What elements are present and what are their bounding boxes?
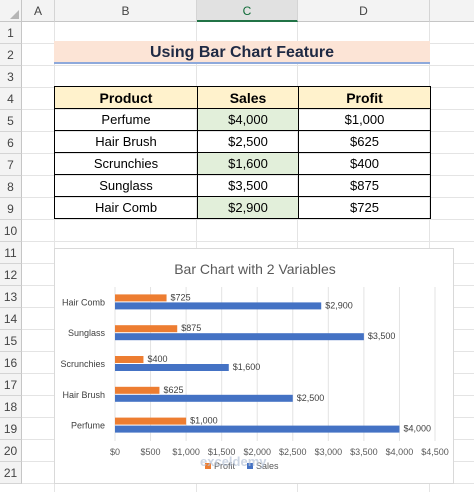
sales-cell[interactable]: $2,900 (197, 196, 299, 219)
row-header-8[interactable]: 8 (0, 176, 22, 198)
x-tick-label: $2,000 (243, 447, 271, 457)
row-header-17[interactable]: 17 (0, 374, 22, 396)
legend-entry: Sales (256, 461, 279, 471)
profit-cell[interactable]: $875 (298, 174, 431, 197)
row-header-19[interactable]: 19 (0, 418, 22, 440)
legend-swatch-sales (247, 463, 253, 469)
row-header-15[interactable]: 15 (0, 330, 22, 352)
data-label: $875 (181, 323, 201, 333)
x-tick-label: $4,500 (421, 447, 449, 457)
product-cell[interactable]: Perfume (54, 108, 198, 131)
table-row: Hair Brush $2,500 $625 (54, 130, 431, 153)
bar-profit-scrunchies (115, 356, 144, 363)
data-label: $400 (147, 354, 167, 364)
x-tick-label: $1,500 (208, 447, 236, 457)
grid-line-row (22, 65, 474, 66)
watermark-logo: exceldemy (200, 454, 267, 469)
row-header-1[interactable]: 1 (0, 22, 22, 44)
grid-line-row (22, 219, 474, 220)
bar-profit-hair-comb (115, 294, 167, 302)
data-label: $2,500 (297, 393, 325, 403)
x-tick-label: $3,000 (315, 447, 343, 457)
profit-cell[interactable]: $625 (298, 130, 431, 153)
data-label: $725 (171, 292, 191, 302)
table-row: Perfume $4,000 $1,000 (54, 108, 431, 131)
header-profit[interactable]: Profit (298, 86, 431, 109)
table-row: Scrunchies $1,600 $400 (54, 152, 431, 175)
header-sales[interactable]: Sales (197, 86, 299, 109)
x-tick-label: $500 (141, 447, 161, 457)
product-cell[interactable]: Sunglass (54, 174, 198, 197)
column-header-a[interactable]: A (22, 0, 55, 22)
sales-cell[interactable]: $4,000 (197, 108, 299, 131)
table-row: Sunglass $3,500 $875 (54, 174, 431, 197)
x-tick-label: $0 (110, 447, 120, 457)
data-label: $1,600 (233, 362, 261, 372)
row-header-12[interactable]: 12 (0, 264, 22, 286)
bar-chart[interactable]: Bar Chart with 2 Variables $0 $500 $1,000 $… (54, 248, 454, 484)
column-header-b[interactable]: B (55, 0, 197, 22)
profit-cell[interactable]: $1,000 (298, 108, 431, 131)
bar-sales-perfume (115, 425, 400, 433)
chart-title: Bar Chart with 2 Variables (174, 261, 336, 277)
bar-profit-perfume (115, 417, 187, 425)
row-header-11[interactable]: 11 (0, 242, 22, 264)
sales-cell[interactable]: $1,600 (197, 152, 299, 175)
row-header-6[interactable]: 6 (0, 132, 22, 154)
legend-entry: Profit (214, 461, 236, 471)
column-header-d[interactable]: D (298, 0, 430, 22)
bar-sales-sunglass (115, 333, 364, 341)
product-cell[interactable]: Hair Comb (54, 196, 198, 219)
data-label: $1,000 (190, 416, 218, 426)
sales-cell[interactable]: $2,500 (197, 130, 299, 153)
bar-sales-hair-brush (115, 394, 293, 402)
data-table: Product Sales Profit Perfume $4,000 $1,0… (54, 86, 431, 219)
column-header-c[interactable]: C (197, 0, 298, 22)
row-header-16[interactable]: 16 (0, 352, 22, 374)
x-tick-label: $3,500 (350, 447, 378, 457)
bar-profit-sunglass (115, 325, 178, 333)
row-header-21[interactable]: 21 (0, 462, 22, 484)
x-tick-label: $1,000 (172, 447, 200, 457)
category-label: Hair Comb (62, 297, 105, 307)
row-header-14[interactable]: 14 (0, 308, 22, 330)
product-cell[interactable]: Hair Brush (54, 130, 198, 153)
row-header-2[interactable]: 2 (0, 44, 22, 66)
table-row: Hair Comb $2,900 $725 (54, 196, 431, 219)
profit-cell[interactable]: $725 (298, 196, 431, 219)
row-header-20[interactable]: 20 (0, 440, 22, 462)
select-all-corner[interactable] (0, 0, 22, 22)
profit-cell[interactable]: $400 (298, 152, 431, 175)
bar-sales-scrunchies (115, 364, 229, 371)
chart-canvas: Bar Chart with 2 Variables $0 $500 $1,000 $… (60, 261, 449, 471)
row-header-7[interactable]: 7 (0, 154, 22, 176)
row-header-4[interactable]: 4 (0, 88, 22, 110)
row-header-10[interactable]: 10 (0, 220, 22, 242)
data-label: $625 (163, 385, 183, 395)
x-tick-label: $4,000 (386, 447, 414, 457)
row-header-9[interactable]: 9 (0, 198, 22, 220)
data-label: $2,900 (325, 300, 353, 310)
data-label: $4,000 (403, 424, 431, 434)
category-label: Scrunchies (60, 359, 105, 369)
data-label: $3,500 (368, 331, 396, 341)
row-header-3[interactable]: 3 (0, 66, 22, 88)
grid-line-row (22, 241, 474, 242)
category-label: Perfume (71, 421, 105, 431)
bar-sales-hair-comb (115, 302, 322, 310)
row-header-13[interactable]: 13 (0, 286, 22, 308)
category-label: Hair Brush (62, 390, 105, 400)
product-cell[interactable]: Scrunchies (54, 152, 198, 175)
legend-swatch-profit (205, 463, 211, 469)
bar-profit-hair-brush (115, 386, 160, 394)
x-tick-label: $2,500 (279, 447, 307, 457)
row-header-5[interactable]: 5 (0, 110, 22, 132)
header-product[interactable]: Product (54, 86, 198, 109)
row-header-18[interactable]: 18 (0, 396, 22, 418)
table-header-row: Product Sales Profit (54, 86, 431, 109)
category-label: Sunglass (68, 328, 106, 338)
sheet-title[interactable]: Using Bar Chart Feature (54, 41, 430, 64)
column-header-e[interactable] (430, 0, 474, 22)
sales-cell[interactable]: $3,500 (197, 174, 299, 197)
